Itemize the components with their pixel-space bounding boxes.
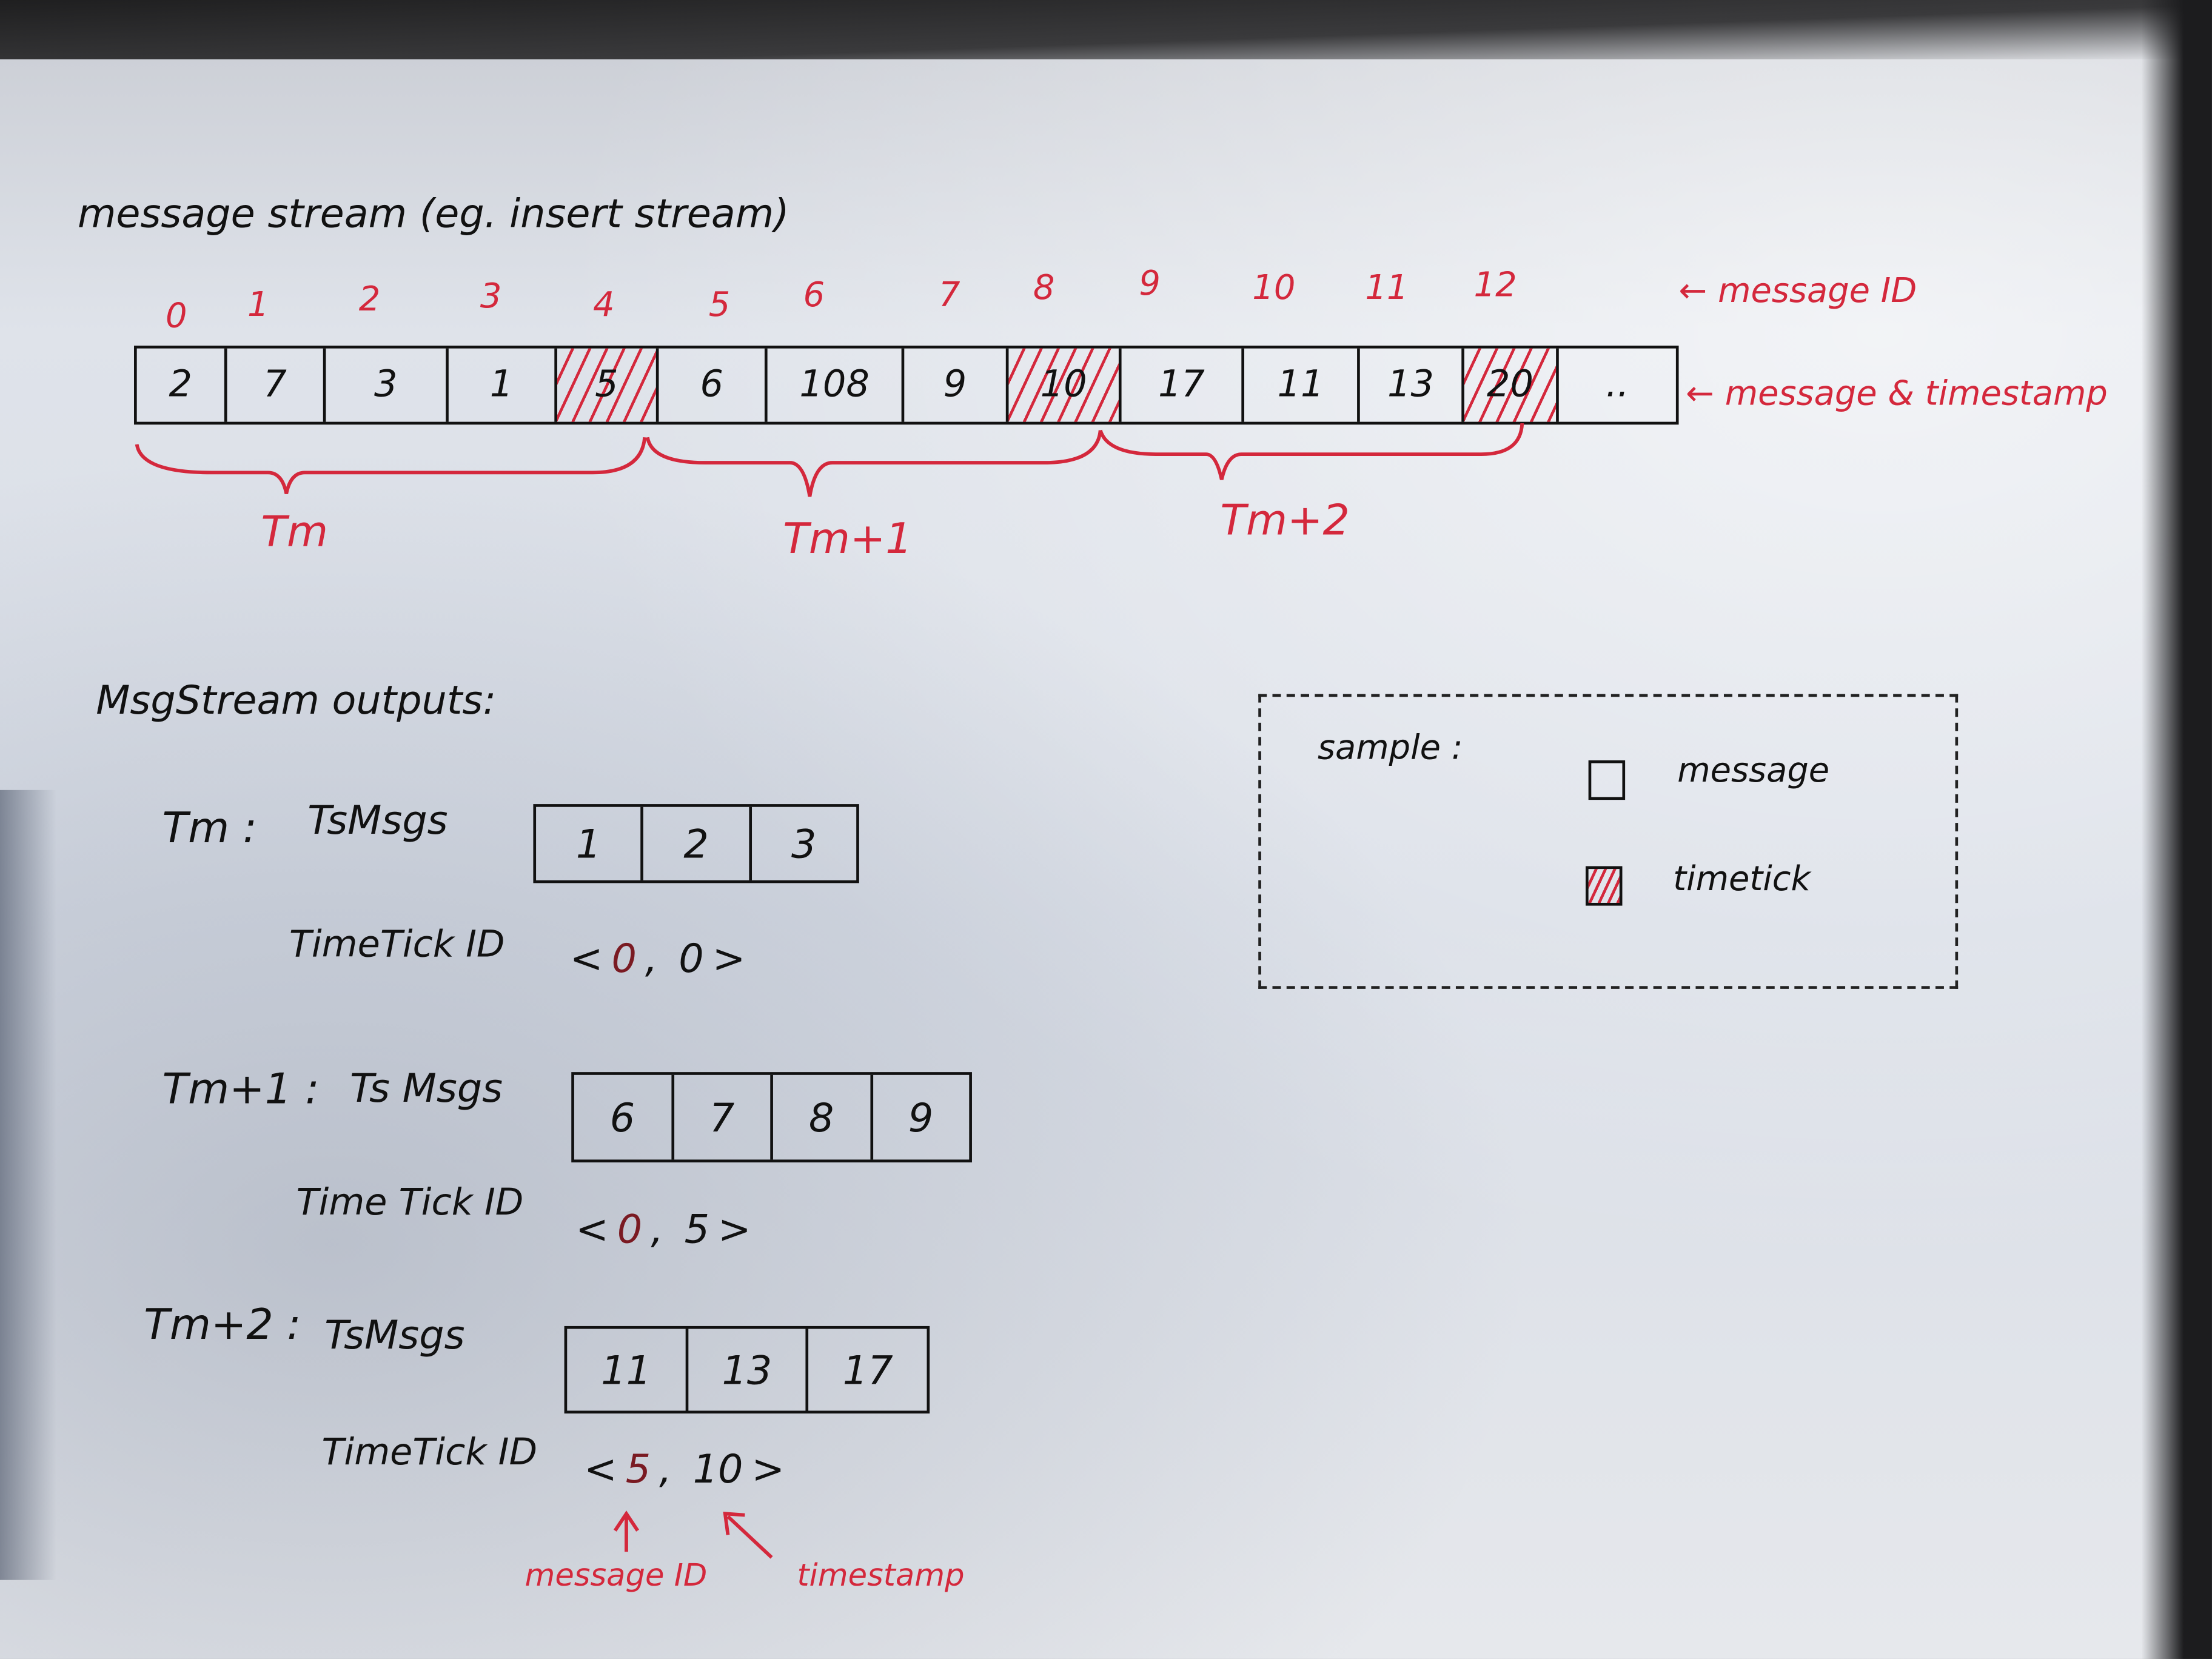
outputs-heading: MsgStream outputs: xyxy=(96,677,497,724)
message-cell: 108 xyxy=(768,348,905,422)
timetick-cell: 10 xyxy=(1008,348,1122,422)
output-name: Tm : xyxy=(162,804,257,854)
message-id: 2 xyxy=(358,279,381,319)
brace-tm2 xyxy=(1098,423,1524,480)
message-id: 9 xyxy=(1139,264,1161,304)
timetick-cell: 20 xyxy=(1464,348,1559,422)
bracket: < xyxy=(584,1446,617,1493)
ts-msg-cell: 9 xyxy=(908,1094,934,1141)
annotation-timestamp: timestamp xyxy=(797,1558,965,1594)
message-cell: 2 xyxy=(137,348,227,422)
message-id: 0 xyxy=(166,296,187,336)
message-timestamp-label: ← message & timestamp xyxy=(1686,374,2108,414)
timetick-timestamp: 0 xyxy=(679,935,704,982)
group-label-tm1: Tm+1 xyxy=(783,515,913,565)
message-cell: 3 xyxy=(326,348,449,422)
message-id: 7 xyxy=(938,275,960,315)
message-id: 5 xyxy=(708,284,731,325)
timetick-message-id: 0 xyxy=(611,935,637,982)
message-id: 3 xyxy=(480,276,502,317)
timetick-id-value: <5, 10 > xyxy=(575,1446,793,1493)
ts-msgs-box: 11 13 17 xyxy=(564,1326,930,1414)
background-edge xyxy=(2141,0,2212,1659)
bracket: > xyxy=(718,1206,751,1253)
timetick-timestamp: 10 xyxy=(692,1446,743,1493)
annotation-message-id: message ID xyxy=(525,1558,708,1594)
diagram-title: message stream (eg. insert stream) xyxy=(77,190,789,237)
message-id: 11 xyxy=(1365,268,1409,308)
arrow-message-id xyxy=(613,1510,639,1552)
output-name: Tm+2 : xyxy=(144,1301,301,1350)
bracket: , xyxy=(651,1206,676,1253)
message-stream: 2 7 3 1 5 6 108 9 10 17 11 13 20.. xyxy=(134,345,1679,425)
bracket: < xyxy=(575,1206,609,1253)
message-cell: 1 xyxy=(449,348,557,422)
timetick-message-id: 0 xyxy=(617,1206,643,1253)
message-cell: 6 xyxy=(659,348,768,422)
timetick-swatch xyxy=(1585,866,1623,906)
timetick-id-label: TimeTick ID xyxy=(289,923,505,967)
message-id: 1 xyxy=(247,284,269,325)
timetick-id-label: TimeTick ID xyxy=(321,1432,538,1475)
message-cell: .. xyxy=(1606,364,1629,407)
ts-msgs-label: TsMsgs xyxy=(324,1312,465,1359)
message-cell: 17 xyxy=(1122,348,1244,422)
timetick-timestamp: 5 xyxy=(684,1206,710,1253)
message-id: 10 xyxy=(1252,268,1296,308)
legend-message: message xyxy=(1677,750,1830,790)
message-swatch xyxy=(1588,760,1626,800)
background-edge xyxy=(0,0,2212,59)
ts-msg-cell: 13 xyxy=(688,1329,809,1411)
bracket: > xyxy=(751,1446,785,1493)
ts-msg-cell: 1 xyxy=(536,806,644,880)
shadow xyxy=(0,789,57,1580)
legend-timetick: timetick xyxy=(1673,859,1811,899)
brace-tm1 xyxy=(645,430,1102,497)
ts-msgs-label: Ts Msgs xyxy=(349,1065,503,1112)
message-id: 4 xyxy=(592,284,615,325)
ts-msg-cell: 8 xyxy=(773,1074,873,1160)
ts-msg-cell: 17 xyxy=(842,1346,893,1393)
output-name: Tm+1 : xyxy=(162,1065,320,1114)
message-id-label: ← message ID xyxy=(1678,270,1917,310)
ts-msg-cell: 11 xyxy=(567,1329,688,1411)
arrow-timestamp xyxy=(723,1512,773,1559)
timetick-id-value: <0, 0 > xyxy=(561,935,754,982)
message-id: 12 xyxy=(1473,265,1517,305)
message-cell: 9 xyxy=(904,348,1009,422)
bracket: < xyxy=(569,935,603,982)
message-cell: 13 xyxy=(1360,348,1464,422)
timetick-cell: 5 xyxy=(557,348,659,422)
group-label-tm: Tm xyxy=(261,508,329,557)
bracket: > xyxy=(712,935,746,982)
bracket: , xyxy=(659,1446,685,1493)
bracket: , xyxy=(645,935,671,982)
timetick-id-label: Time Tick ID xyxy=(296,1182,524,1225)
ts-msg-cell: 2 xyxy=(644,806,752,880)
message-id: 6 xyxy=(803,275,825,315)
message-cell: 7 xyxy=(227,348,326,422)
brace-tm xyxy=(135,437,647,494)
ts-msg-cell: 6 xyxy=(574,1074,674,1160)
message-cell: 11 xyxy=(1244,348,1360,422)
legend-title: sample : xyxy=(1317,728,1463,768)
timetick-id-value: <0, 5 > xyxy=(567,1206,759,1253)
group-label-tm2: Tm+2 xyxy=(1220,496,1350,546)
ts-msg-cell: 7 xyxy=(674,1074,773,1160)
ts-msg-cell: 3 xyxy=(791,820,817,867)
legend: sample : message timetick xyxy=(1258,694,1959,989)
message-id: 8 xyxy=(1033,268,1055,308)
ts-msgs-label: TsMsgs xyxy=(307,797,448,844)
timetick-message-id: 5 xyxy=(625,1446,651,1493)
